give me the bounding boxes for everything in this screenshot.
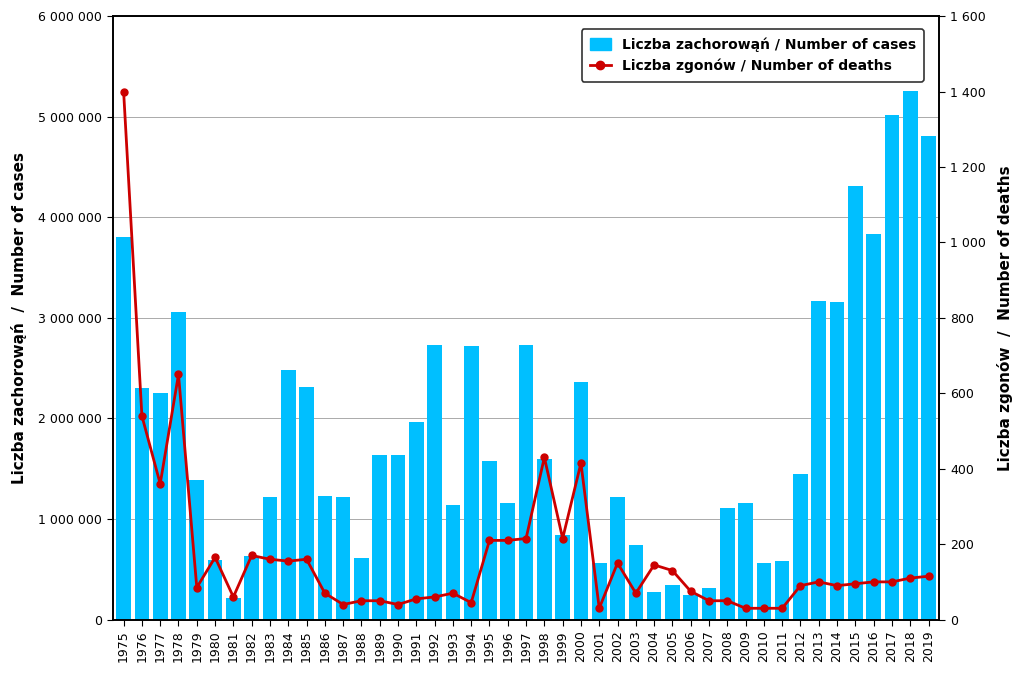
Bar (153, 393, 168, 620)
Bar (245, 556, 259, 620)
Bar (629, 545, 643, 620)
Bar (117, 238, 131, 620)
Bar (592, 563, 606, 620)
Bar (445, 505, 460, 620)
Bar (519, 345, 534, 620)
Bar (409, 423, 424, 620)
Bar (354, 558, 369, 620)
Bar (317, 496, 332, 620)
Bar (391, 455, 406, 620)
Bar (336, 497, 350, 620)
Bar (482, 461, 497, 620)
Bar (427, 345, 442, 620)
Bar (373, 455, 387, 620)
Bar (848, 186, 862, 620)
Bar (666, 586, 680, 620)
Bar (134, 388, 150, 620)
Bar (226, 598, 241, 620)
Bar (281, 370, 296, 620)
Bar (555, 535, 570, 620)
Y-axis label: Liczba zgonów  /  Number of deaths: Liczba zgonów / Number of deaths (997, 165, 1013, 470)
Bar (189, 480, 204, 620)
Legend: Liczba zachorowąń / Number of cases, Liczba zgonów / Number of deaths: Liczba zachorowąń / Number of cases, Lic… (582, 29, 925, 81)
Bar (464, 346, 478, 620)
Bar (299, 387, 314, 620)
Bar (610, 497, 625, 620)
Bar (811, 301, 826, 620)
Bar (738, 503, 753, 620)
Bar (829, 302, 845, 620)
Bar (794, 474, 808, 620)
Bar (501, 503, 515, 620)
Bar (537, 459, 552, 620)
Y-axis label: Liczba zachorowąń  /  Number of cases: Liczba zachorowąń / Number of cases (11, 152, 27, 484)
Bar (262, 497, 278, 620)
Bar (208, 560, 222, 620)
Bar (720, 508, 734, 620)
Bar (775, 561, 790, 620)
Bar (903, 91, 918, 620)
Bar (922, 136, 936, 620)
Bar (171, 312, 185, 620)
Bar (885, 114, 899, 620)
Bar (573, 382, 588, 620)
Bar (757, 563, 771, 620)
Bar (647, 592, 662, 620)
Bar (866, 234, 881, 620)
Bar (683, 596, 698, 620)
Bar (701, 588, 717, 620)
